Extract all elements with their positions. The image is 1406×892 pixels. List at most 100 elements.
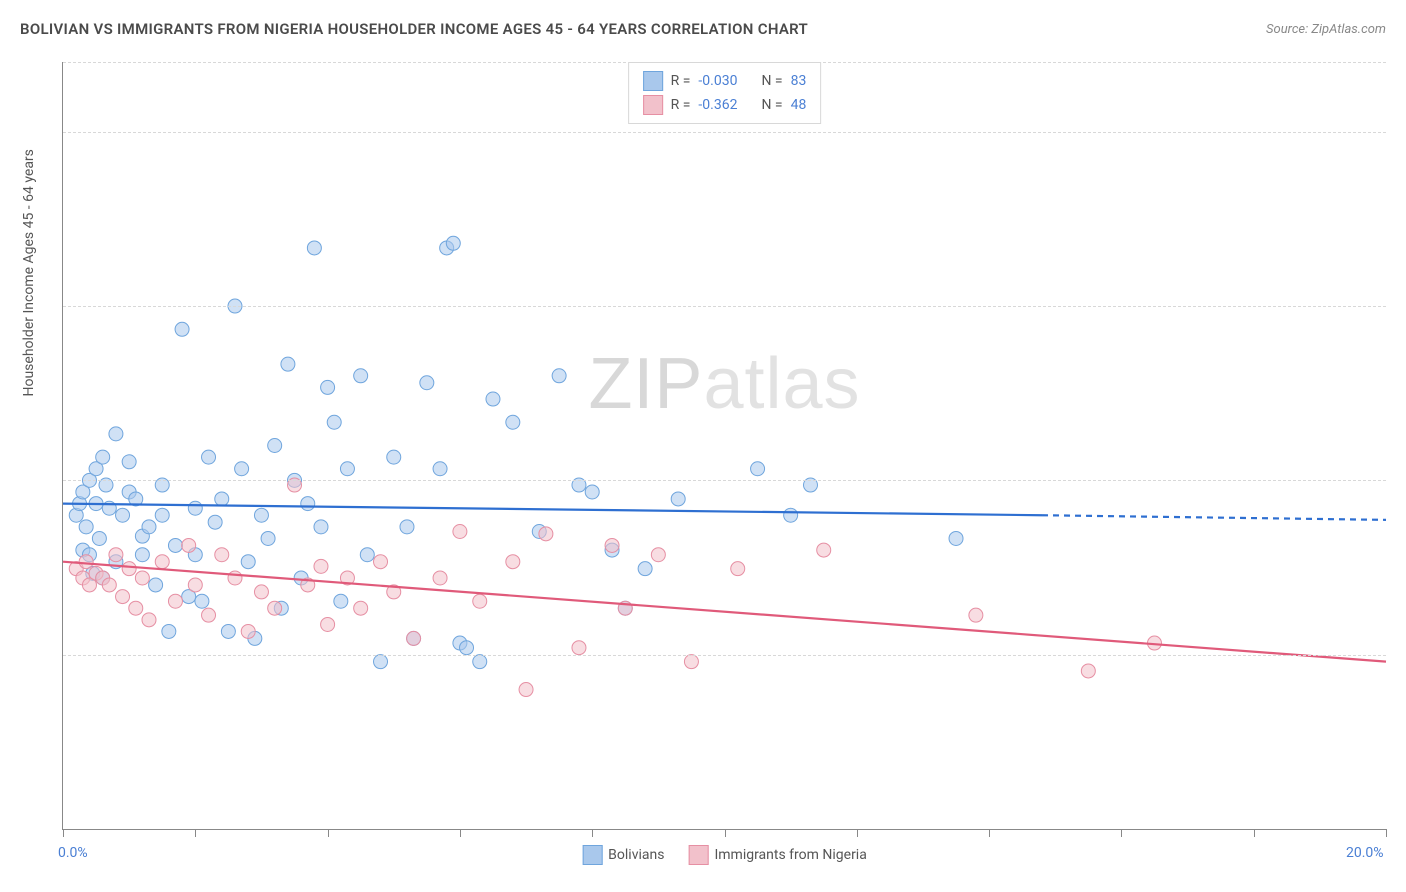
- x-tick: [1254, 829, 1255, 837]
- legend-item: Bolivians: [582, 845, 664, 865]
- scatter-point: [433, 571, 447, 585]
- scatter-point: [92, 531, 106, 545]
- legend-n-value: 48: [791, 97, 807, 113]
- legend-correlation: R = -0.030 N = 83 R = -0.362 N = 48: [628, 62, 822, 124]
- scatter-point: [215, 492, 229, 506]
- gridline: [63, 655, 1386, 656]
- scatter-point: [155, 508, 169, 522]
- scatter-point: [96, 450, 110, 464]
- scatter-point: [122, 562, 136, 576]
- scatter-point: [235, 462, 249, 476]
- scatter-point: [109, 427, 123, 441]
- scatter-point: [228, 571, 242, 585]
- scatter-point: [281, 357, 295, 371]
- gridline: [63, 132, 1386, 133]
- scatter-point: [321, 380, 335, 394]
- scatter-point: [731, 562, 745, 576]
- legend-n-label: N =: [761, 73, 782, 89]
- scatter-point: [109, 548, 123, 562]
- scatter-point: [400, 520, 414, 534]
- scatter-point: [188, 578, 202, 592]
- scatter-point: [168, 594, 182, 608]
- scatter-point: [116, 590, 130, 604]
- x-tick: [63, 829, 64, 837]
- scatter-point: [407, 631, 421, 645]
- gridline: [63, 480, 1386, 481]
- y-tick-label: $225,000: [1391, 298, 1406, 314]
- scatter-point: [254, 585, 268, 599]
- legend-r-label: R =: [671, 97, 691, 113]
- scatter-point: [149, 578, 163, 592]
- scatter-point: [506, 555, 520, 569]
- scatter-point: [195, 594, 209, 608]
- scatter-point: [684, 655, 698, 669]
- x-axis-label: 20.0%: [1346, 845, 1384, 861]
- scatter-point: [949, 531, 963, 545]
- scatter-point: [460, 641, 474, 655]
- legend-swatch: [688, 845, 708, 865]
- scatter-point: [539, 527, 553, 541]
- scatter-point: [519, 683, 533, 697]
- y-tick-label: $300,000: [1391, 124, 1406, 140]
- x-tick: [725, 829, 726, 837]
- scatter-point: [327, 415, 341, 429]
- scatter-point: [135, 571, 149, 585]
- legend-swatch: [582, 845, 602, 865]
- trend-line: [63, 562, 1386, 662]
- scatter-point: [572, 641, 586, 655]
- scatter-point: [321, 617, 335, 631]
- scatter-point: [506, 415, 520, 429]
- scatter-point: [254, 508, 268, 522]
- legend-item: Immigrants from Nigeria: [688, 845, 866, 865]
- scatter-point: [79, 555, 93, 569]
- scatter-point: [473, 655, 487, 669]
- scatter-point: [241, 624, 255, 638]
- plot-svg: [63, 62, 1386, 829]
- scatter-point: [651, 548, 665, 562]
- scatter-point: [175, 322, 189, 336]
- scatter-point: [241, 555, 255, 569]
- legend-label: Immigrants from Nigeria: [714, 847, 866, 863]
- scatter-point: [473, 594, 487, 608]
- scatter-point: [340, 462, 354, 476]
- scatter-point: [221, 624, 235, 638]
- legend-swatch: [643, 71, 663, 91]
- source-label: Source: ZipAtlas.com: [1266, 22, 1386, 37]
- legend-r-label: R =: [671, 73, 691, 89]
- scatter-point: [168, 538, 182, 552]
- y-axis-title: Householder Income Ages 45 - 64 years: [21, 149, 37, 396]
- scatter-point: [446, 236, 460, 250]
- scatter-point: [314, 520, 328, 534]
- legend-row: R = -0.030 N = 83: [643, 69, 807, 93]
- legend-series: Bolivians Immigrants from Nigeria: [582, 845, 867, 865]
- legend-n-label: N =: [761, 97, 782, 113]
- scatter-point: [261, 531, 275, 545]
- gridline: [63, 306, 1386, 307]
- legend-r-value: -0.030: [698, 73, 737, 89]
- scatter-point: [605, 538, 619, 552]
- legend-swatch: [643, 95, 663, 115]
- scatter-point: [301, 497, 315, 511]
- scatter-point: [208, 515, 222, 529]
- x-tick: [328, 829, 329, 837]
- legend-label: Bolivians: [608, 847, 664, 863]
- scatter-point: [182, 538, 196, 552]
- scatter-point: [671, 492, 685, 506]
- scatter-point: [486, 392, 500, 406]
- chart-title: BOLIVIAN VS IMMIGRANTS FROM NIGERIA HOUS…: [20, 20, 808, 38]
- scatter-point: [202, 608, 216, 622]
- scatter-point: [314, 559, 328, 573]
- scatter-point: [453, 524, 467, 538]
- scatter-point: [122, 455, 136, 469]
- trend-line: [63, 504, 1042, 516]
- trend-line-dashed: [1042, 515, 1386, 520]
- y-tick-label: $75,000: [1391, 647, 1406, 663]
- scatter-point: [79, 520, 93, 534]
- scatter-point: [784, 508, 798, 522]
- scatter-point: [552, 369, 566, 383]
- x-tick: [857, 829, 858, 837]
- scatter-point: [307, 241, 321, 255]
- scatter-point: [433, 462, 447, 476]
- scatter-point: [102, 578, 116, 592]
- x-tick: [1386, 829, 1387, 837]
